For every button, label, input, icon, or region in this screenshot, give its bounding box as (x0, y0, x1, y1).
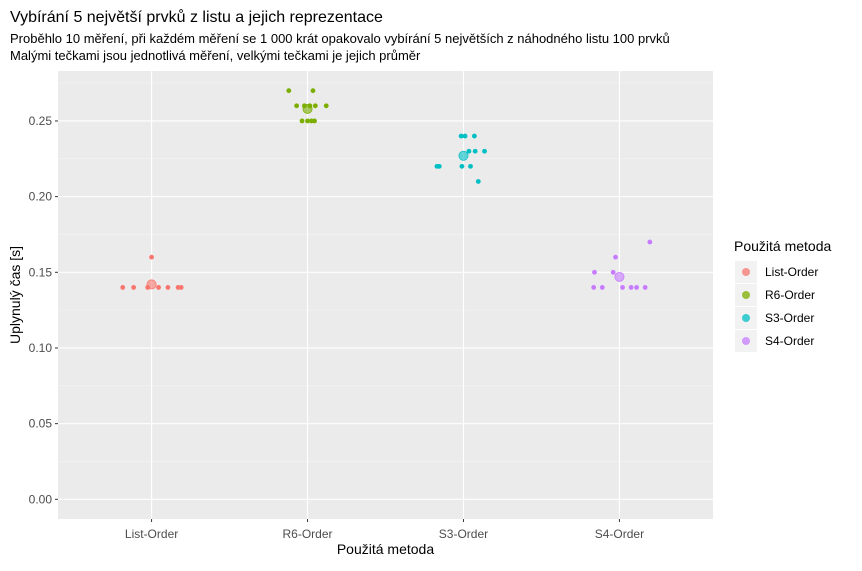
x-axis: List-Order R6-Order S3-Order S4-Order (125, 519, 644, 541)
data-point (120, 285, 126, 290)
data-point (466, 148, 472, 154)
y-tick-label: 0.10 (29, 341, 53, 355)
legend-swatch (742, 314, 750, 322)
y-tick-label: 0.15 (29, 265, 53, 279)
data-point (628, 285, 634, 290)
data-point (471, 133, 477, 139)
chart-subtitle-line-1: Proběhlo 10 měření, při každém měření se… (10, 31, 670, 46)
chart-subtitle-line-2: Malými tečkami jsou jednotlivá měření, v… (10, 48, 421, 63)
data-point (131, 285, 137, 290)
x-axis-title: Použitá metoda (337, 541, 434, 557)
data-point (647, 239, 653, 245)
legend-items: List-Order R6-Order S3-Order S4-Order (735, 261, 818, 352)
grid-major (58, 71, 713, 519)
data-point (599, 285, 605, 290)
plot-panel (58, 71, 713, 519)
data-point (592, 269, 597, 275)
data-point (459, 163, 465, 169)
data-point (165, 285, 171, 290)
x-tick-label: R6-Order (283, 527, 333, 541)
chart-title: Vybírání 5 největší prvků z listu a jeji… (10, 8, 383, 26)
data-point (436, 163, 442, 169)
legend-swatch (742, 291, 750, 299)
legend-label: S4-Order (765, 334, 814, 348)
legend: Použitá metoda List-Order R6-Order S3-Orde… (734, 238, 831, 352)
y-tick-label: 0.25 (29, 114, 53, 128)
legend-label: S3-Order (765, 311, 814, 325)
y-tick-label: 0.05 (29, 417, 53, 431)
data-point (323, 103, 329, 109)
data-point (468, 163, 473, 169)
x-tick-label: S3-Order (439, 527, 488, 541)
data-point (294, 103, 300, 109)
grid-minor (58, 82, 713, 462)
data-point (642, 285, 648, 290)
legend-label: R6-Order (765, 288, 815, 302)
data-point (620, 285, 625, 290)
data-points (120, 88, 653, 290)
data-point (310, 88, 316, 94)
data-point (312, 103, 318, 109)
data-point (299, 118, 305, 124)
data-point (634, 285, 639, 290)
data-point (305, 118, 310, 124)
data-point (613, 254, 618, 260)
data-point (591, 285, 597, 290)
data-point (178, 285, 184, 290)
y-tick-label: 0.20 (29, 190, 53, 204)
data-point (462, 133, 468, 139)
y-axis-title: Uplynulý čas [s] (7, 246, 23, 344)
mean-point (146, 279, 157, 290)
mean-point (458, 150, 469, 161)
x-tick-label: S4-Order (595, 527, 644, 541)
data-point (458, 133, 464, 139)
legend-label: List-Order (765, 265, 818, 279)
data-point (149, 254, 154, 260)
mean-point (614, 271, 625, 282)
legend-swatch (742, 268, 750, 276)
legend-swatch (742, 337, 750, 345)
mean-point (302, 103, 313, 114)
y-tick-label: 0.00 (29, 492, 53, 506)
legend-title: Použitá metoda (734, 238, 831, 254)
data-point (610, 269, 616, 275)
data-point (312, 118, 317, 124)
x-tick-label: List-Order (125, 527, 178, 541)
data-point (472, 148, 478, 154)
data-point (286, 88, 292, 94)
data-point (482, 148, 487, 154)
data-point (156, 285, 161, 290)
data-point (475, 179, 481, 184)
y-axis: 0.00 0.05 0.10 0.15 0.20 0.25 (29, 114, 58, 506)
